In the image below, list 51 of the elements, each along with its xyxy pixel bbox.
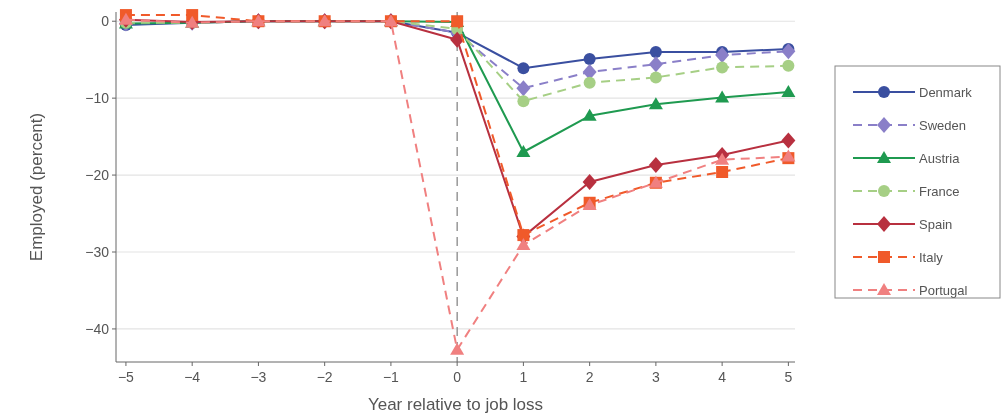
point xyxy=(648,97,663,110)
point xyxy=(582,108,597,121)
x-tick-label: 1 xyxy=(519,369,528,385)
legend-label: Austria xyxy=(919,150,961,166)
point xyxy=(450,31,465,48)
x-tick-label: −1 xyxy=(382,369,400,385)
y-tick-label: −40 xyxy=(85,320,110,337)
point xyxy=(648,56,663,73)
x-tick-label: 2 xyxy=(585,369,594,385)
legend-label: Portugal xyxy=(919,282,968,298)
y-tick-label: 0 xyxy=(101,13,110,30)
point xyxy=(582,64,597,80)
y-tick-label: −10 xyxy=(85,90,110,107)
point xyxy=(517,62,530,75)
point xyxy=(583,52,596,65)
x-tick-label: 3 xyxy=(651,369,660,385)
x-axis-title: Year relative to job loss xyxy=(367,395,544,414)
point xyxy=(583,76,596,89)
x-tick-label: −2 xyxy=(316,369,333,385)
point xyxy=(781,132,796,149)
x-tick-label: 4 xyxy=(718,369,727,385)
point xyxy=(649,46,662,58)
legend-label: Denmark xyxy=(919,84,973,100)
point xyxy=(516,80,531,97)
point xyxy=(648,157,663,174)
point xyxy=(716,61,729,74)
point xyxy=(517,95,530,108)
point xyxy=(582,174,597,190)
point xyxy=(715,47,730,64)
x-tick-label: 0 xyxy=(453,369,462,385)
legend-label: France xyxy=(919,183,960,199)
point xyxy=(715,152,730,165)
x-tick-label: 5 xyxy=(784,369,793,385)
x-tick-label: −3 xyxy=(250,369,267,385)
point xyxy=(516,238,531,251)
point xyxy=(782,59,795,72)
y-tick-label: −30 xyxy=(85,243,110,260)
point xyxy=(716,166,729,178)
legend-label: Sweden xyxy=(919,117,966,133)
x-tick-label: −5 xyxy=(117,369,135,385)
point xyxy=(781,43,796,60)
point xyxy=(781,85,796,97)
x-tick-label: −4 xyxy=(184,369,201,385)
point xyxy=(649,71,662,84)
point xyxy=(450,342,465,355)
legend-label: Italy xyxy=(919,249,944,265)
y-tick-label: −20 xyxy=(85,166,110,183)
y-axis-title: Employed (percent) xyxy=(27,112,46,262)
point xyxy=(715,90,730,103)
point xyxy=(516,145,531,157)
legend-label: Spain xyxy=(919,216,953,232)
